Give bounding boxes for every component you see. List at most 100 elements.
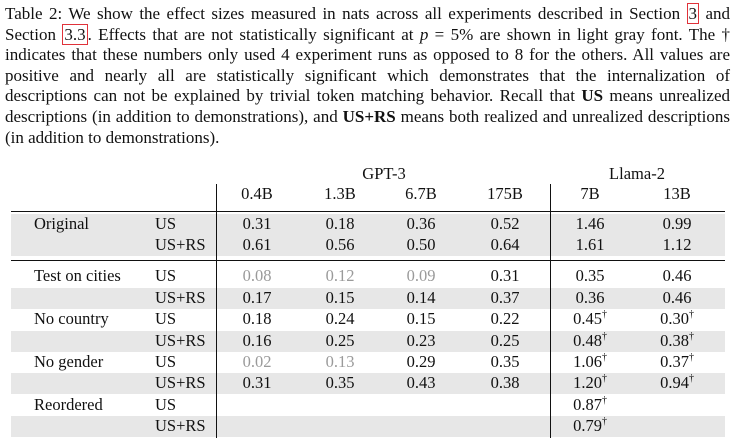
dagger-mark: † bbox=[688, 308, 694, 320]
section-ref-link[interactable]: 3 bbox=[686, 3, 700, 24]
math-eq: = 5% bbox=[428, 24, 474, 44]
cell-value: 0.15 bbox=[325, 288, 355, 307]
table-cell: 0.15 bbox=[326, 288, 355, 308]
caption-text: We show the effect sizes measured in nat… bbox=[62, 4, 687, 23]
cell-value: 0.18 bbox=[325, 214, 355, 233]
cell-value: 0.99 bbox=[662, 214, 692, 233]
table-cell: 0.22 bbox=[491, 309, 520, 329]
cell-value: 0.50 bbox=[406, 235, 436, 254]
table-cell: 0.46 bbox=[663, 266, 692, 286]
caption-text: . Effects that are not statistically sig… bbox=[87, 24, 420, 44]
cell-value: 0.35 bbox=[325, 373, 355, 392]
table-cell: 0.09 bbox=[407, 266, 436, 286]
cell-value: 0.17 bbox=[242, 288, 272, 307]
table-cell: 0.38 bbox=[491, 373, 520, 393]
table-cell: 0.52 bbox=[491, 214, 520, 234]
cell-value: 0.37 bbox=[660, 352, 689, 371]
table-cell: 0.30† bbox=[660, 309, 694, 329]
table-cell: 0.36 bbox=[407, 214, 436, 234]
column-header: 13B bbox=[663, 184, 691, 203]
column-header: 175B bbox=[487, 184, 523, 203]
table-cell: 0.37 bbox=[491, 288, 520, 308]
table-cell: 0.50 bbox=[407, 235, 436, 255]
cell-value: 0.16 bbox=[242, 331, 272, 350]
experiment-label: No gender bbox=[34, 352, 104, 371]
section-rule bbox=[11, 260, 725, 261]
table-cell: 0.16 bbox=[243, 331, 272, 351]
cell-value: 0.02 bbox=[242, 352, 272, 371]
setting-label: US+RS bbox=[155, 416, 206, 435]
cell-value: 0.87 bbox=[573, 395, 602, 414]
cell-value: 0.38 bbox=[660, 331, 689, 350]
cell-value: 0.24 bbox=[325, 309, 355, 328]
column-header: 6.7B bbox=[405, 184, 437, 203]
caption-text: means unrealized descriptions (in additi… bbox=[5, 86, 730, 126]
cell-value: 0.48 bbox=[573, 331, 602, 350]
setting-label: US+RS bbox=[155, 288, 206, 307]
table-cell: 0.08 bbox=[243, 266, 272, 286]
dagger-mark: † bbox=[601, 415, 607, 427]
table-cell: 0.25 bbox=[326, 331, 355, 351]
table-cell: 1.20† bbox=[573, 373, 607, 393]
cell-value: 1.12 bbox=[662, 235, 692, 254]
cell-value: 0.31 bbox=[242, 373, 272, 392]
table-cell: 0.23 bbox=[407, 331, 436, 351]
setting-label: US bbox=[155, 395, 177, 414]
setting-label: US bbox=[155, 352, 177, 371]
table-cell: 0.79† bbox=[573, 416, 607, 436]
caption-text: are shown in light gray font. The † indi… bbox=[5, 24, 730, 106]
experiment-label: No country bbox=[34, 309, 109, 328]
header-rule bbox=[11, 211, 725, 212]
table-cell: 0.13 bbox=[326, 352, 355, 372]
table-cell: 0.46 bbox=[663, 288, 692, 308]
cell-value: 0.46 bbox=[662, 266, 692, 285]
cell-value: 1.46 bbox=[575, 214, 605, 233]
row-shading bbox=[11, 287, 725, 309]
table-cell: 0.45† bbox=[573, 309, 607, 329]
table-cell: 0.15 bbox=[407, 309, 436, 329]
dagger-mark: † bbox=[601, 330, 607, 342]
table-cell: 0.29 bbox=[407, 352, 436, 372]
cell-value: 0.79 bbox=[573, 416, 602, 435]
row-shading bbox=[11, 234, 725, 256]
row-shading bbox=[11, 213, 725, 235]
dagger-mark: † bbox=[688, 351, 694, 363]
caption-label: Table 2: bbox=[5, 4, 63, 23]
cell-value: 0.29 bbox=[406, 352, 436, 371]
cell-value: 0.45 bbox=[573, 309, 602, 328]
table-cell: 0.35 bbox=[326, 373, 355, 393]
table-cell: 0.64 bbox=[491, 235, 520, 255]
table-cell: 0.18 bbox=[326, 214, 355, 234]
table-cell: 0.31 bbox=[491, 266, 520, 286]
cell-value: 0.61 bbox=[242, 235, 272, 254]
cell-value: 0.25 bbox=[325, 331, 355, 350]
experiment-label: Test on cities bbox=[34, 266, 121, 285]
cell-value: 0.46 bbox=[662, 288, 692, 307]
cell-value: 0.52 bbox=[490, 214, 520, 233]
table-cell: 0.24 bbox=[326, 309, 355, 329]
dagger-mark: † bbox=[688, 330, 694, 342]
column-header: 0.4B bbox=[241, 184, 273, 203]
cell-value: 0.31 bbox=[242, 214, 272, 233]
cell-value: 0.31 bbox=[490, 266, 520, 285]
cell-value: 0.14 bbox=[406, 288, 436, 307]
row-shading bbox=[11, 330, 725, 352]
cell-value: 0.25 bbox=[490, 331, 520, 350]
table-cell: 0.37† bbox=[660, 352, 694, 372]
table-cell: 0.12 bbox=[326, 266, 355, 286]
dagger-mark: † bbox=[601, 351, 607, 363]
cell-value: 0.35 bbox=[490, 352, 520, 371]
cell-value: 0.30 bbox=[660, 309, 689, 328]
table-cell: 0.94† bbox=[660, 373, 694, 393]
table-cell: 0.14 bbox=[407, 288, 436, 308]
math-p: p bbox=[419, 24, 429, 44]
table-cell: 0.31 bbox=[243, 214, 272, 234]
table-cell: 0.99 bbox=[663, 214, 692, 234]
section-ref-link[interactable]: 3.3 bbox=[62, 23, 88, 45]
group-header-llama2: Llama-2 bbox=[609, 164, 665, 183]
setting-label: US+RS bbox=[155, 235, 206, 254]
table-cell: 0.61 bbox=[243, 235, 272, 255]
cell-value: 0.94 bbox=[660, 373, 689, 392]
cell-value: 0.13 bbox=[325, 352, 355, 371]
